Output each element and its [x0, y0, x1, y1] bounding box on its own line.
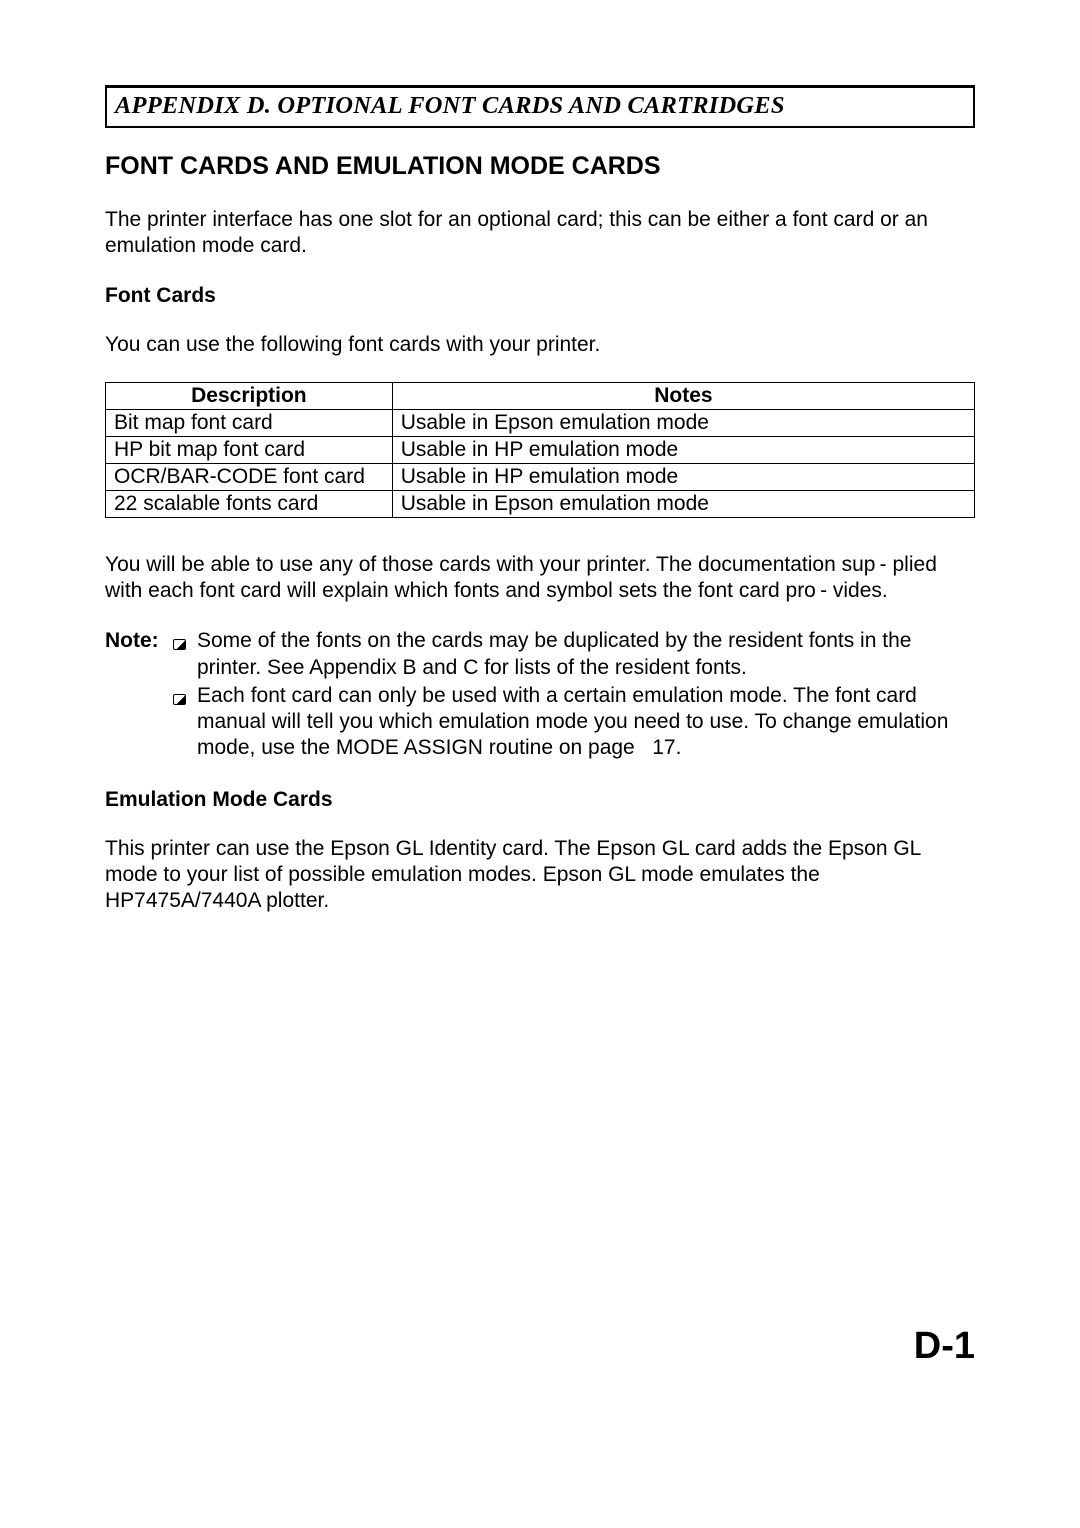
- note-bullet-icon: [173, 628, 197, 681]
- note-bullet-icon: [173, 683, 197, 762]
- table-cell-notes: Usable in Epson emulation mode: [392, 409, 974, 436]
- note-text: Each font card can only be used with a c…: [197, 683, 975, 762]
- table-header-row: Description Notes: [106, 382, 975, 409]
- note-items: Some of the fonts on the cards may be du…: [173, 628, 975, 763]
- font-cards-heading: Font Cards: [105, 284, 975, 308]
- intro-paragraph: The printer interface has one slot for a…: [105, 207, 975, 260]
- document-page: APPENDIX D. OPTIONAL FONT CARDS AND CART…: [0, 0, 1080, 1528]
- table-cell-description: OCR/BAR-CODE font card: [106, 463, 393, 490]
- main-heading: FONT CARDS AND EMULATION MODE CARDS: [105, 152, 975, 181]
- note-label: Note:: [105, 628, 173, 763]
- page-number: D-1: [914, 1325, 975, 1368]
- table-cell-notes: Usable in HP emulation mode: [392, 436, 974, 463]
- table-header-description: Description: [106, 382, 393, 409]
- table-cell-description: Bit map font card: [106, 409, 393, 436]
- emulation-paragraph: This printer can use the Epson GL Identi…: [105, 836, 975, 915]
- table-cell-notes: Usable in HP emulation mode: [392, 463, 974, 490]
- table-header-notes: Notes: [392, 382, 974, 409]
- table-row: 22 scalable fonts card Usable in Epson e…: [106, 490, 975, 517]
- font-cards-table: Description Notes Bit map font card Usab…: [105, 382, 975, 518]
- table-cell-description: HP bit map font card: [106, 436, 393, 463]
- table-row: HP bit map font card Usable in HP emulat…: [106, 436, 975, 463]
- table-cell-notes: Usable in Epson emulation mode: [392, 490, 974, 517]
- emulation-heading: Emulation Mode Cards: [105, 788, 975, 812]
- table-cell-description: 22 scalable fonts card: [106, 490, 393, 517]
- table-row: Bit map font card Usable in Epson emulat…: [106, 409, 975, 436]
- post-table-paragraph: You will be able to use any of those car…: [105, 552, 975, 605]
- note-block: Note: Some of the fonts on the cards may…: [105, 628, 975, 763]
- note-text: Some of the fonts on the cards may be du…: [197, 628, 975, 681]
- font-cards-intro: You can use the following font cards wit…: [105, 332, 975, 358]
- note-item: Each font card can only be used with a c…: [173, 683, 975, 762]
- table-row: OCR/BAR-CODE font card Usable in HP emul…: [106, 463, 975, 490]
- appendix-title-bar: APPENDIX D. OPTIONAL FONT CARDS AND CART…: [105, 85, 975, 128]
- note-item: Some of the fonts on the cards may be du…: [173, 628, 975, 681]
- appendix-title-text: APPENDIX D. OPTIONAL FONT CARDS AND CART…: [115, 92, 785, 119]
